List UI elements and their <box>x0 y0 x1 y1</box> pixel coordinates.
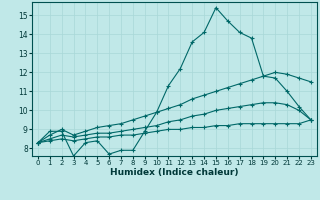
X-axis label: Humidex (Indice chaleur): Humidex (Indice chaleur) <box>110 168 239 177</box>
